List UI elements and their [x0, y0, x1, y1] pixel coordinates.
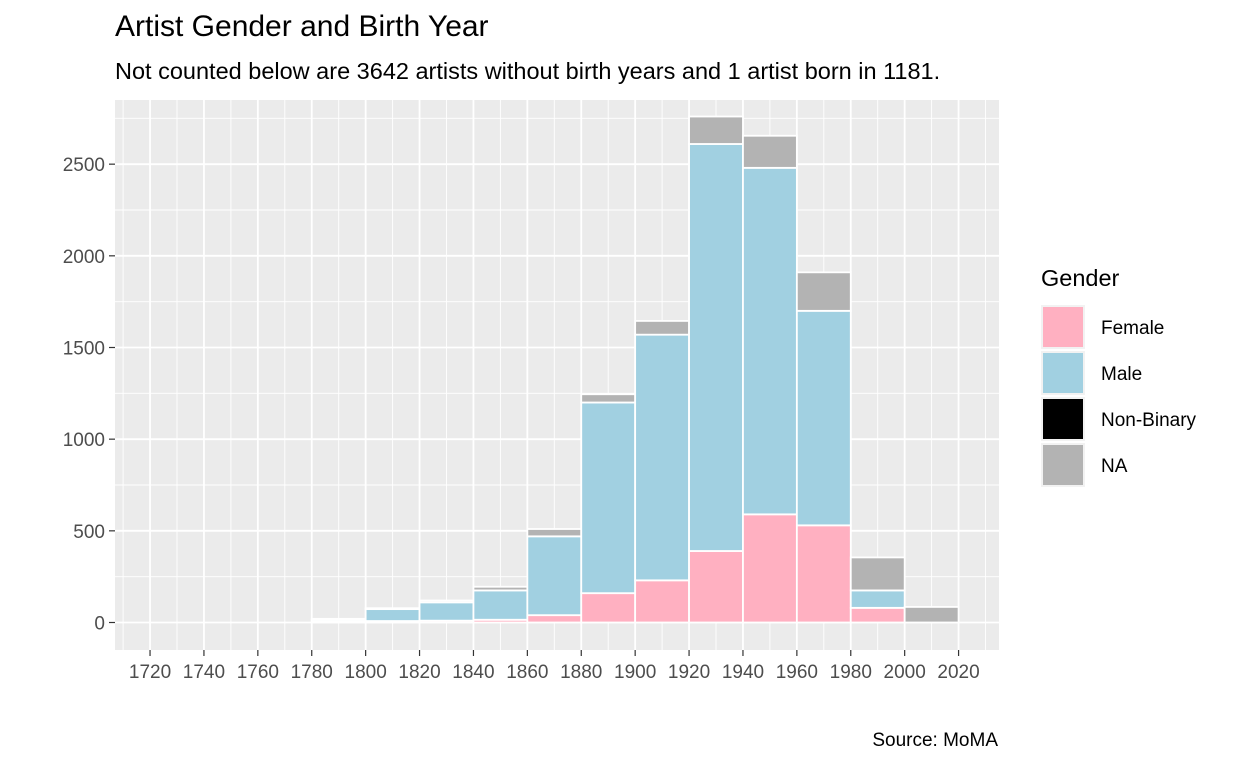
x-tick-label: 1980: [830, 662, 872, 683]
y-tick-label: 0: [94, 614, 105, 635]
bar-male-1960: [795, 309, 852, 527]
legend-swatch-female: [1043, 307, 1083, 347]
legend-label-female: Female: [1101, 318, 1164, 339]
bar-na-1800: [364, 607, 421, 611]
bar-na-1900: [634, 320, 690, 336]
y-tick-label: 2000: [63, 247, 105, 268]
bar-female-1880: [580, 592, 637, 624]
bar-male-1800: [364, 608, 421, 622]
bar-male-1840: [472, 589, 529, 621]
bar-male-1860: [526, 535, 583, 617]
legend-title: Gender: [1041, 265, 1120, 291]
x-tick-label: 1940: [722, 662, 764, 683]
bar-na-1820: [418, 599, 475, 604]
bar-na-2000: [903, 606, 960, 624]
y-tick-label: 1500: [63, 339, 105, 360]
x-tick-label: 1780: [291, 662, 333, 683]
y-axis: 0 500 1000 1500 2000 2500: [63, 155, 115, 635]
y-tick-label: 1000: [63, 430, 105, 451]
chart-subtitle: Not counted below are 3642 artists witho…: [115, 58, 941, 84]
x-tick-label: 1900: [614, 662, 656, 683]
x-tick-label: 1720: [129, 662, 171, 683]
x-tick-label: 1840: [452, 662, 494, 683]
bar-male-1980: [849, 589, 906, 609]
legend-label-male: Male: [1101, 364, 1142, 385]
chart-title: Artist Gender and Birth Year: [115, 10, 489, 43]
x-tick-label: 1920: [668, 662, 710, 683]
bar-male-1900: [634, 333, 690, 582]
bar-female-1980: [849, 606, 906, 624]
legend-label-non-binary: Non-Binary: [1101, 410, 1197, 431]
bar-female-1900: [634, 579, 690, 624]
bars: [310, 115, 960, 624]
legend-swatch-na: [1043, 445, 1083, 485]
bar-female-1920: [688, 550, 744, 624]
x-tick-label: 1820: [398, 662, 440, 683]
bar-na-1960: [795, 271, 852, 312]
bar-na-1920: [688, 115, 744, 145]
legend-items: Female Male Non-Binary NA: [1041, 305, 1197, 487]
bar-female-1960: [795, 524, 852, 624]
legend: Gender Female Male Non-Binary NA: [1041, 265, 1197, 487]
legend-label-na: NA: [1101, 456, 1128, 477]
bar-female-1860: [526, 614, 583, 624]
bar-male-1920: [688, 143, 744, 552]
bar-male-1820: [418, 601, 475, 622]
x-tick-label: 1960: [776, 662, 818, 683]
x-tick-label: 1860: [506, 662, 548, 683]
bar-na-1880: [580, 393, 637, 404]
x-tick-label: 1760: [237, 662, 279, 683]
x-tick-label: 2000: [884, 662, 926, 683]
x-axis: 1720 1740 1760 1780 1800 1820 1840 1860 1880 1900…: [129, 650, 980, 683]
bar-na-1840: [472, 585, 529, 592]
bar-male-1880: [580, 401, 637, 595]
x-tick-label: 1740: [183, 662, 225, 683]
y-tick-label: 2500: [63, 155, 105, 176]
chart-caption: Source: MoMA: [872, 730, 998, 751]
legend-swatch-male: [1043, 353, 1083, 393]
bar-na-1980: [849, 556, 906, 592]
bar-na-1780: [310, 617, 367, 621]
y-tick-label: 500: [73, 522, 105, 543]
x-tick-label: 1800: [345, 662, 387, 683]
x-tick-label: 2020: [937, 662, 979, 683]
bar-female-1940: [742, 513, 798, 624]
bar-male-1940: [742, 166, 798, 516]
bar-na-1940: [742, 134, 798, 169]
bar-na-1860: [526, 528, 583, 538]
legend-swatch-non-binary: [1043, 399, 1083, 439]
x-tick-label: 1880: [560, 662, 602, 683]
